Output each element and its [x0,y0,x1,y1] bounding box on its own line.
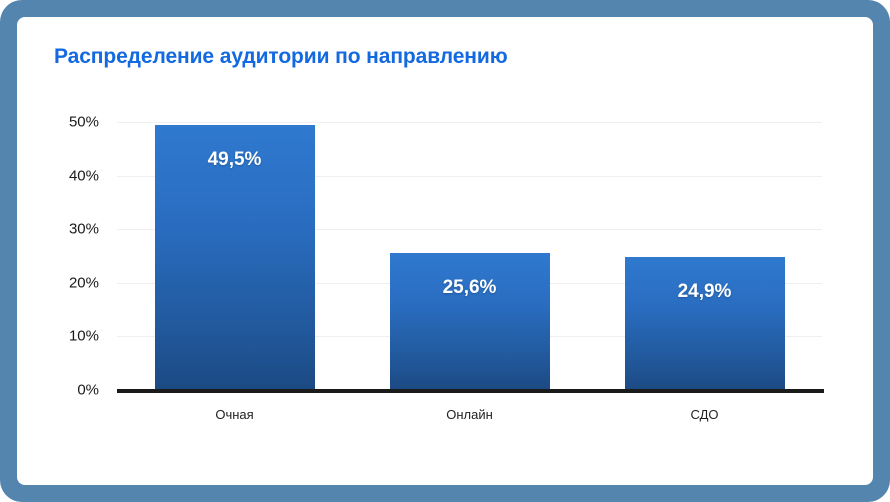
y-tick-label: 50% [68,113,99,131]
y-tick-label: 40% [68,167,99,185]
y-tick-label: 0% [77,381,99,399]
y-tick-label: 10% [68,327,99,345]
x-tick-label: Очная [215,407,254,422]
bar-value-label: 49,5% [207,148,262,170]
bar[interactable] [389,252,550,390]
chart-card: Распределение аудитории по направлению 0… [17,17,873,485]
bar[interactable] [154,124,315,390]
gridline [117,175,822,177]
bar-group[interactable]: 24,9% [624,122,785,390]
plot-area: 49,5% 25,6% 24,9% [117,122,822,390]
bar-value-label: 25,6% [442,276,497,298]
x-tick-label: СДО [690,407,719,422]
y-tick-label: 20% [68,274,99,292]
chart-title: Распределение аудитории по направлению [54,45,508,68]
gridline [117,122,822,123]
x-axis-baseline [117,389,824,393]
y-tick-label: 30% [68,220,99,238]
x-tick-label: Онлайн [446,407,493,422]
bar-group[interactable]: 49,5% [154,122,315,390]
bar-value-label: 24,9% [677,280,732,302]
bar[interactable] [624,256,785,390]
gridline [117,229,822,231]
y-axis: 0% 10% 20% 30% 40% 50% [37,17,99,485]
bar-group[interactable]: 25,6% [389,122,550,390]
